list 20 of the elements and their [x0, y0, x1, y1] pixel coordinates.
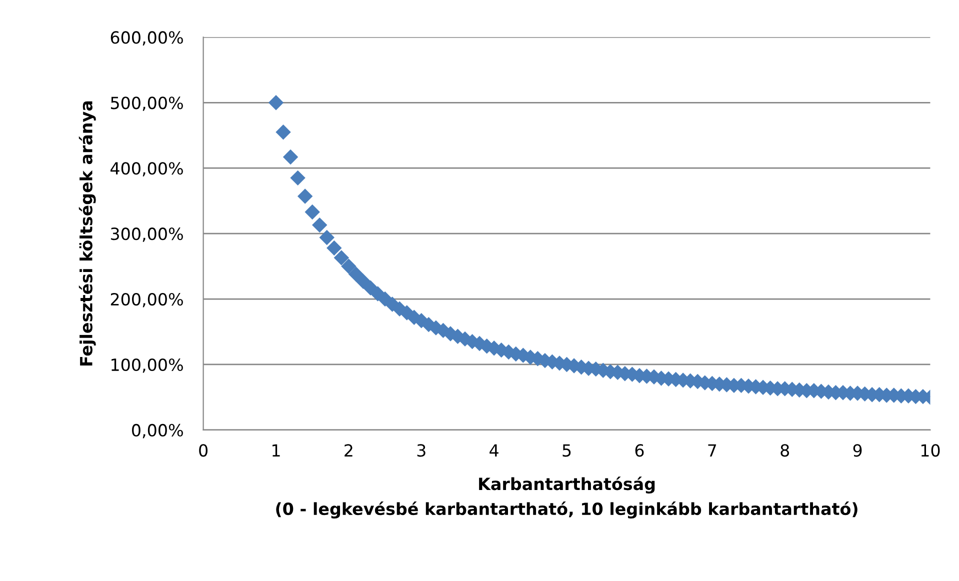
x-tick-label: 3: [417, 444, 426, 457]
y-tick-label: 200,00%: [110, 292, 183, 308]
y-axis-title: Fejlesztési költségek aránya: [78, 101, 96, 366]
x-tick-label: 2: [344, 444, 352, 456]
x-axis-title: Karbantarthatóság (0 - legkevésbé karbantartható, 10 leginkább karbantartható): [276, 476, 858, 518]
y-tick-label: 600,00%: [110, 31, 183, 46]
x-tick-label: 10: [921, 444, 940, 457]
x-tick-label: 0: [199, 444, 208, 457]
y-tick-label: 400,00%: [110, 162, 183, 176]
x-tick-label: 5: [562, 444, 571, 457]
y-tick-label: 300,00%: [110, 228, 183, 242]
x-tick-label: 9: [853, 444, 862, 457]
x-tick-label: 6: [635, 444, 644, 457]
y-tick-label: 500,00%: [110, 96, 183, 111]
x-tick-label: 8: [780, 444, 790, 457]
x-tick-label: 1: [272, 444, 280, 456]
y-tick-label: 0,00%: [132, 424, 183, 438]
x-tick-label: 7: [708, 444, 716, 456]
y-tick-label: 100,00%: [112, 358, 183, 373]
x-tick-label: 4: [490, 444, 498, 456]
